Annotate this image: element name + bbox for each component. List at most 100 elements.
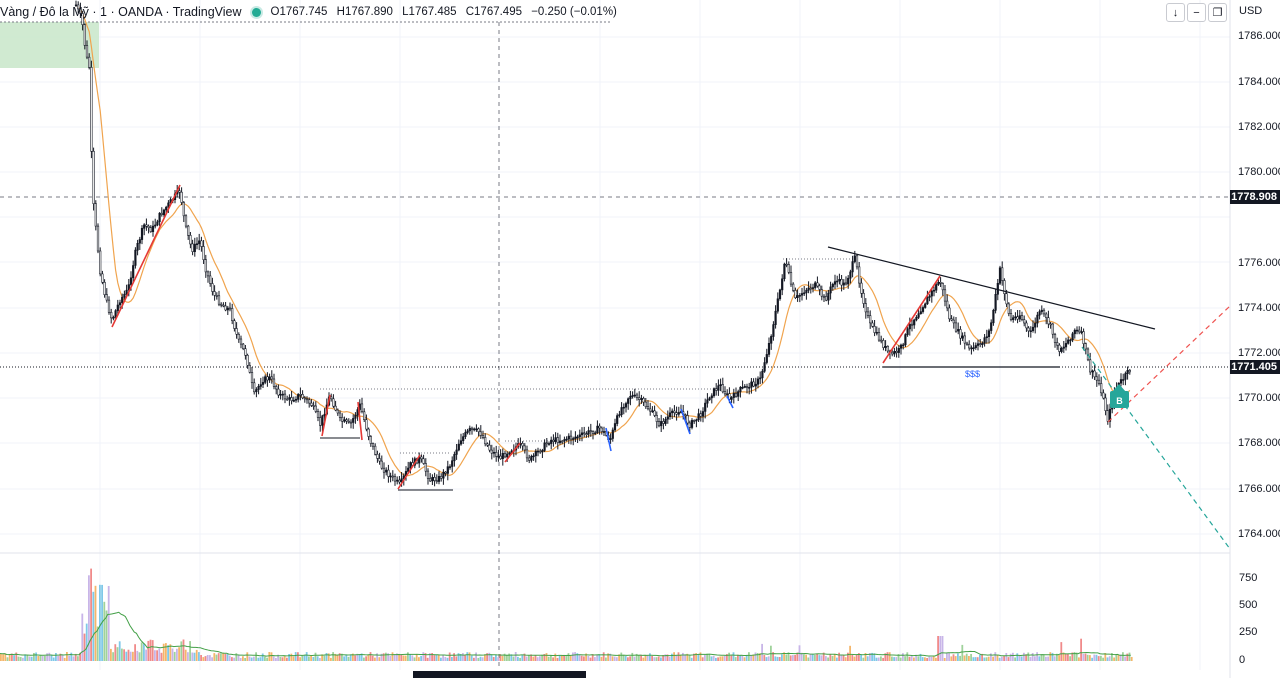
candle-body [547, 443, 551, 445]
time-scrollbar[interactable] [413, 671, 586, 678]
candle-body [1049, 323, 1052, 326]
candle-body [167, 202, 170, 208]
candle-body [112, 317, 115, 319]
candle-body [591, 431, 595, 434]
volume-bar [1045, 656, 1047, 661]
candle-body [1102, 392, 1105, 399]
currency-selector[interactable]: USD [1239, 5, 1263, 17]
volume-bar [954, 656, 957, 661]
candle-body [1091, 370, 1094, 373]
volume-bar [842, 655, 845, 661]
bull-leg-4 [321, 394, 331, 437]
volume-moving-average [0, 611, 1131, 657]
volume-bar [860, 654, 862, 661]
candle-body [701, 411, 705, 417]
candle-body [734, 392, 738, 397]
candle-body [341, 416, 344, 422]
arrow-down-icon[interactable]: ↓ [1166, 3, 1185, 22]
volume-bar [1062, 652, 1065, 661]
volume-bar [631, 652, 634, 661]
volume-bar [594, 657, 596, 661]
candle-body [730, 397, 733, 400]
volume-bar [30, 656, 33, 661]
candle-body [765, 354, 768, 363]
candle-body [677, 412, 680, 415]
candle-body [213, 291, 216, 296]
restore-window-icon[interactable]: ❐ [1208, 3, 1227, 22]
candle-body [651, 410, 654, 413]
volume-bar [629, 656, 631, 661]
candle-body [910, 323, 914, 326]
minus-icon[interactable]: − [1187, 3, 1206, 22]
candle-body [847, 277, 850, 285]
volume-bar [468, 652, 471, 661]
volume-bar [970, 654, 972, 661]
volume-bar [704, 654, 706, 661]
candle-body [321, 415, 324, 426]
volume-bar [1095, 654, 1098, 661]
volume-bar [136, 650, 139, 661]
volume-bar [200, 655, 202, 661]
candle-body [985, 336, 988, 339]
volume-bar [215, 654, 218, 661]
volume-bar [165, 643, 167, 661]
candle-body [943, 289, 947, 302]
buy-signal-marker[interactable]: B [1110, 384, 1129, 408]
volume-bar [536, 657, 539, 661]
volume-bar [484, 654, 486, 661]
volume-bar [402, 655, 405, 661]
volume-bar [994, 652, 997, 661]
candle-body [655, 415, 658, 422]
candle-body [1108, 408, 1112, 422]
volume-bar [827, 657, 829, 661]
volume-bar [849, 645, 851, 661]
candle-body [838, 278, 841, 282]
open-value: 1767.745 [279, 6, 328, 18]
candle-body [906, 328, 909, 335]
candle-body [732, 392, 735, 398]
open-label: O [270, 6, 280, 18]
close-label: C [465, 6, 475, 18]
candle-body [712, 388, 716, 397]
candle-body [477, 428, 480, 432]
volume-bar [486, 653, 488, 661]
volume-tick: 500 [1239, 599, 1258, 611]
candle-body [453, 454, 456, 462]
symbol-title[interactable]: Vàng / Đô la Mỹ · 1 · OANDA · TradingVie… [0, 5, 242, 19]
candle-body [255, 389, 258, 393]
candle-body [961, 335, 964, 339]
candle-body [622, 406, 625, 409]
candle-body [347, 420, 350, 423]
candle-body [374, 445, 377, 455]
volume-bar [935, 657, 937, 661]
candle-body [829, 286, 832, 294]
volume-bar [338, 653, 341, 661]
candle-body [552, 439, 555, 442]
volume-bar [508, 653, 510, 661]
volume-bar [363, 657, 365, 661]
descending-trendline[interactable] [827, 246, 1156, 330]
candle-body [1080, 331, 1083, 333]
volume-bar [143, 643, 145, 661]
candle-body [884, 345, 887, 348]
volume-bar [605, 657, 607, 661]
candle-body [437, 475, 441, 482]
candle-body [442, 471, 445, 479]
volume-bar [246, 652, 249, 661]
candle-body [270, 376, 273, 380]
volume-bar [490, 654, 493, 661]
volume-bar [710, 656, 713, 661]
candle-body [796, 295, 799, 299]
volume-bar [1100, 655, 1102, 661]
volume-bar [17, 656, 20, 661]
candle-body [481, 435, 485, 438]
candle-body [1001, 267, 1004, 281]
volume-bar [635, 653, 638, 661]
candle-body [470, 427, 474, 430]
candle-body [992, 309, 995, 324]
volume-bar [1104, 653, 1107, 661]
candle-body [585, 433, 588, 436]
candle-body [464, 432, 467, 437]
candle-body [1029, 330, 1032, 333]
